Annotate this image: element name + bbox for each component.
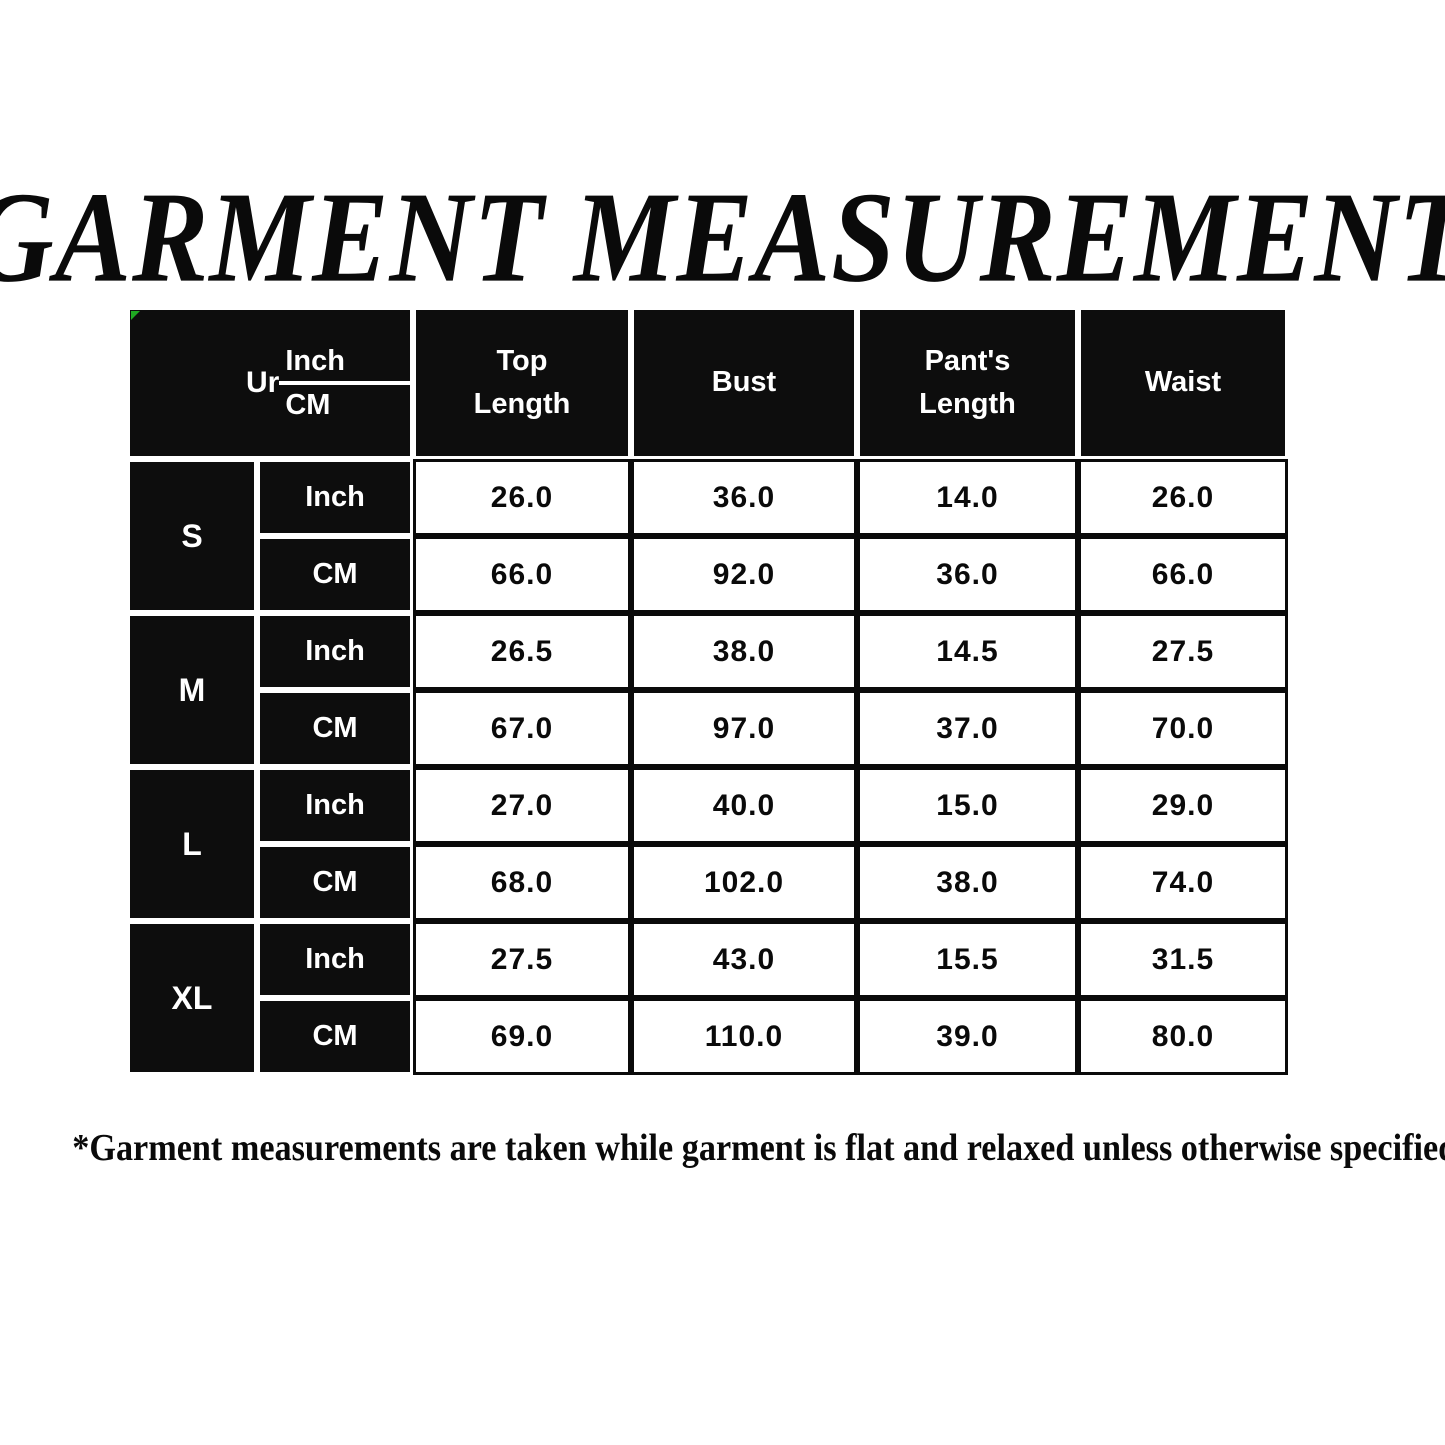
table-row: CM 68.0 102.0 38.0 74.0 [127, 844, 1288, 921]
table-row: L Inch 27.0 40.0 15.0 29.0 [127, 767, 1288, 921]
unit-label-cell: CM [257, 536, 413, 613]
value-cell: 26.0 [413, 459, 631, 536]
page-title: GARMENT MEASUREMENTS [0, 165, 1445, 309]
unit-header-partial-text: Ur [246, 366, 280, 399]
value-cell: 38.0 [631, 613, 857, 690]
value-cell: 92.0 [631, 536, 857, 613]
garment-measurements-table: Ur Inch CM Top Length Bust Pant's Length… [127, 307, 1288, 1075]
value-cell: 27.0 [413, 767, 631, 844]
value-cell: 40.0 [631, 767, 857, 844]
table-row: CM 66.0 92.0 36.0 66.0 [127, 536, 1288, 613]
unit-label-cell: Inch [257, 613, 413, 690]
value-cell: 110.0 [631, 998, 857, 1075]
value-cell: 31.5 [1078, 921, 1288, 998]
value-cell: 26.0 [1078, 459, 1288, 536]
unit-label-cell: CM [257, 844, 413, 921]
unit-fraction-cm: CM [285, 388, 331, 421]
table-row: CM 69.0 110.0 39.0 80.0 [127, 998, 1288, 1075]
value-cell: 36.0 [631, 459, 857, 536]
value-cell: 102.0 [631, 844, 857, 921]
value-cell: 29.0 [1078, 767, 1288, 844]
value-cell: 37.0 [857, 690, 1078, 767]
value-cell: 43.0 [631, 921, 857, 998]
size-cell-m: M [127, 613, 257, 767]
value-cell: 15.5 [857, 921, 1078, 998]
unit-header-cell: Ur Inch CM [127, 307, 413, 459]
value-cell: 39.0 [857, 998, 1078, 1075]
value-cell: 66.0 [1078, 536, 1288, 613]
value-cell: 97.0 [631, 690, 857, 767]
header-row: Ur Inch CM Top Length Bust Pant's Length… [127, 307, 1288, 459]
value-cell: 14.0 [857, 459, 1078, 536]
unit-fraction: Inch CM [279, 345, 410, 422]
unit-label-cell: Inch [257, 921, 413, 998]
unit-label-cell: Inch [257, 767, 413, 844]
size-cell-l: L [127, 767, 257, 921]
value-cell: 14.5 [857, 613, 1078, 690]
size-cell-s: S [127, 459, 257, 613]
unit-fraction-inch: Inch [279, 345, 410, 385]
value-cell: 27.5 [413, 921, 631, 998]
size-cell-xl: XL [127, 921, 257, 1075]
value-cell: 27.5 [1078, 613, 1288, 690]
unit-label-cell: CM [257, 998, 413, 1075]
value-cell: 26.5 [413, 613, 631, 690]
cell-corner-marker-icon [131, 311, 140, 320]
column-header-waist: Waist [1078, 307, 1288, 459]
value-cell: 38.0 [857, 844, 1078, 921]
table-row: XL Inch 27.5 43.0 15.5 31.5 [127, 921, 1288, 1075]
table-row: M Inch 26.5 38.0 14.5 27.5 [127, 613, 1288, 767]
value-cell: 67.0 [413, 690, 631, 767]
table-row: CM 67.0 97.0 37.0 70.0 [127, 690, 1288, 767]
table-row: S Inch 26.0 36.0 14.0 26.0 [127, 459, 1288, 613]
column-header-bust: Bust [631, 307, 857, 459]
value-cell: 80.0 [1078, 998, 1288, 1075]
value-cell: 36.0 [857, 536, 1078, 613]
value-cell: 68.0 [413, 844, 631, 921]
value-cell: 74.0 [1078, 844, 1288, 921]
column-header-pants-length: Pant's Length [857, 307, 1078, 459]
measurement-footnote: *Garment measurements are taken while ga… [72, 1127, 1445, 1169]
column-header-top-length: Top Length [413, 307, 631, 459]
value-cell: 66.0 [413, 536, 631, 613]
unit-label-cell: Inch [257, 459, 413, 536]
value-cell: 15.0 [857, 767, 1078, 844]
value-cell: 70.0 [1078, 690, 1288, 767]
value-cell: 69.0 [413, 998, 631, 1075]
unit-label-cell: CM [257, 690, 413, 767]
